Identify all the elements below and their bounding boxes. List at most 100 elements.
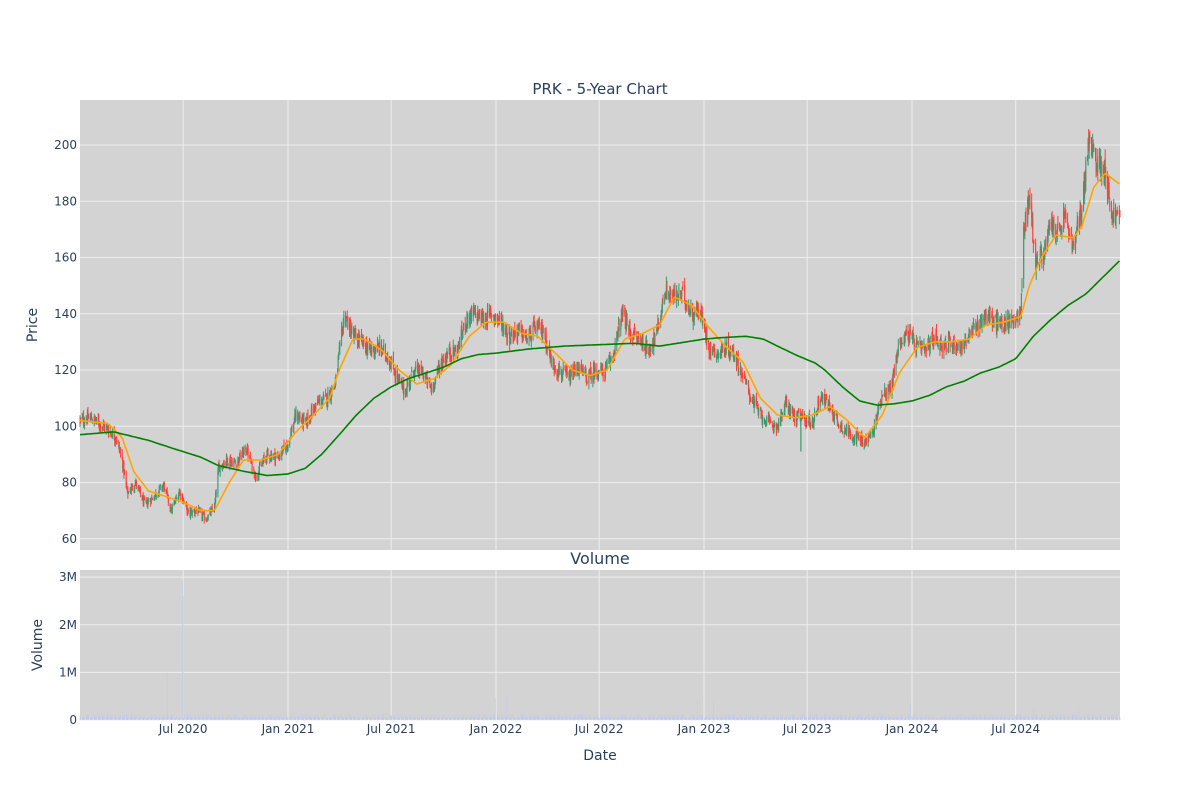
candle-body xyxy=(941,345,943,352)
volume-bar xyxy=(437,717,439,720)
candle-body xyxy=(217,464,219,471)
candle-body xyxy=(928,339,930,341)
volume-bar xyxy=(1004,714,1006,720)
candle-body xyxy=(119,450,121,452)
volume-bar xyxy=(574,715,575,720)
candle-body xyxy=(621,311,623,314)
volume-bar xyxy=(285,716,287,720)
candle-body xyxy=(812,420,814,425)
candle-body xyxy=(550,357,552,366)
volume-bar xyxy=(1103,718,1105,720)
volume-bar xyxy=(708,718,710,720)
volume-bar xyxy=(692,715,693,720)
candle-body xyxy=(1101,162,1103,176)
candle-body xyxy=(580,364,582,366)
volume-bar xyxy=(684,717,686,720)
volume-bar xyxy=(766,718,767,720)
volume-bar xyxy=(593,716,594,720)
volume-bar xyxy=(672,715,674,720)
candle-body xyxy=(776,428,778,430)
candle-body xyxy=(477,313,479,320)
volume-bar xyxy=(757,715,758,720)
volume-bar xyxy=(705,717,707,720)
candle-body xyxy=(434,378,436,388)
candle-body xyxy=(797,412,799,418)
volume-bar xyxy=(662,714,663,720)
volume-bar xyxy=(809,716,811,720)
price-y-tick-label: 80 xyxy=(62,476,77,490)
volume-bar xyxy=(885,717,887,720)
candle-body xyxy=(975,326,977,330)
volume-bar xyxy=(892,717,893,720)
volume-bar xyxy=(678,714,679,720)
candle-body xyxy=(650,348,652,353)
candle-body xyxy=(126,488,128,491)
candle-body xyxy=(688,306,690,312)
volume-bar xyxy=(666,718,668,720)
volume-bar xyxy=(692,718,694,720)
candle-body xyxy=(166,490,168,495)
candle-body xyxy=(765,423,767,425)
candle-body xyxy=(500,315,502,319)
candle-body xyxy=(319,399,321,401)
x-tick-label: Jan 2021 xyxy=(261,722,315,736)
volume-bar xyxy=(854,718,855,720)
candle-body xyxy=(1059,229,1061,232)
candle-body xyxy=(465,323,467,325)
volume-bar xyxy=(469,716,471,720)
volume-bar xyxy=(733,716,735,720)
volume-bar xyxy=(431,715,432,720)
volume-bar xyxy=(179,717,181,720)
volume-bar xyxy=(486,715,488,720)
candle-body xyxy=(354,332,356,334)
candle-body xyxy=(1112,214,1114,220)
candle-body xyxy=(291,428,293,432)
volume-bar xyxy=(968,716,969,720)
candle-body xyxy=(925,346,927,352)
volume-bar xyxy=(666,716,667,720)
candle-body xyxy=(897,345,899,354)
volume-bar xyxy=(1078,709,1080,720)
candle-body xyxy=(417,365,419,374)
volume-bar xyxy=(257,717,259,720)
candle-body xyxy=(951,347,953,350)
candle-body xyxy=(981,313,983,326)
candle-body xyxy=(198,508,200,513)
volume-bar xyxy=(262,714,264,720)
candle-body xyxy=(484,320,486,324)
volume-bar xyxy=(394,714,396,720)
volume-bar xyxy=(275,716,276,720)
volume-bar xyxy=(786,716,787,720)
volume-bar xyxy=(290,716,292,720)
candle-body xyxy=(237,460,239,466)
volume-bar xyxy=(433,716,435,720)
candle-body xyxy=(646,343,648,350)
candle-body xyxy=(841,431,843,433)
candle-body xyxy=(390,362,392,370)
price-y-tick-label: 120 xyxy=(54,363,77,377)
volume-bar xyxy=(626,718,628,720)
candle-body xyxy=(1012,321,1014,323)
volume-bar xyxy=(1095,715,1097,720)
volume-bar xyxy=(107,714,108,720)
candle-body xyxy=(403,383,405,395)
volume-bar xyxy=(496,715,498,720)
volume-plot-area xyxy=(80,570,1120,720)
candle-body xyxy=(857,437,859,439)
volume-bar xyxy=(1043,715,1044,720)
volume-bar xyxy=(561,715,562,720)
volume-bar xyxy=(1079,717,1081,720)
volume-bar xyxy=(274,715,276,720)
volume-bar xyxy=(857,718,859,720)
volume-bar xyxy=(168,716,169,720)
volume-bar xyxy=(343,716,345,720)
candle-body xyxy=(105,426,107,430)
volume-bar xyxy=(928,717,929,720)
volume-bar xyxy=(471,714,472,720)
candle-body xyxy=(302,416,304,427)
candle-body xyxy=(688,304,690,312)
candle-body xyxy=(233,460,235,462)
candle-body xyxy=(305,417,307,422)
volume-bar xyxy=(475,716,476,720)
volume-bar xyxy=(421,715,422,720)
